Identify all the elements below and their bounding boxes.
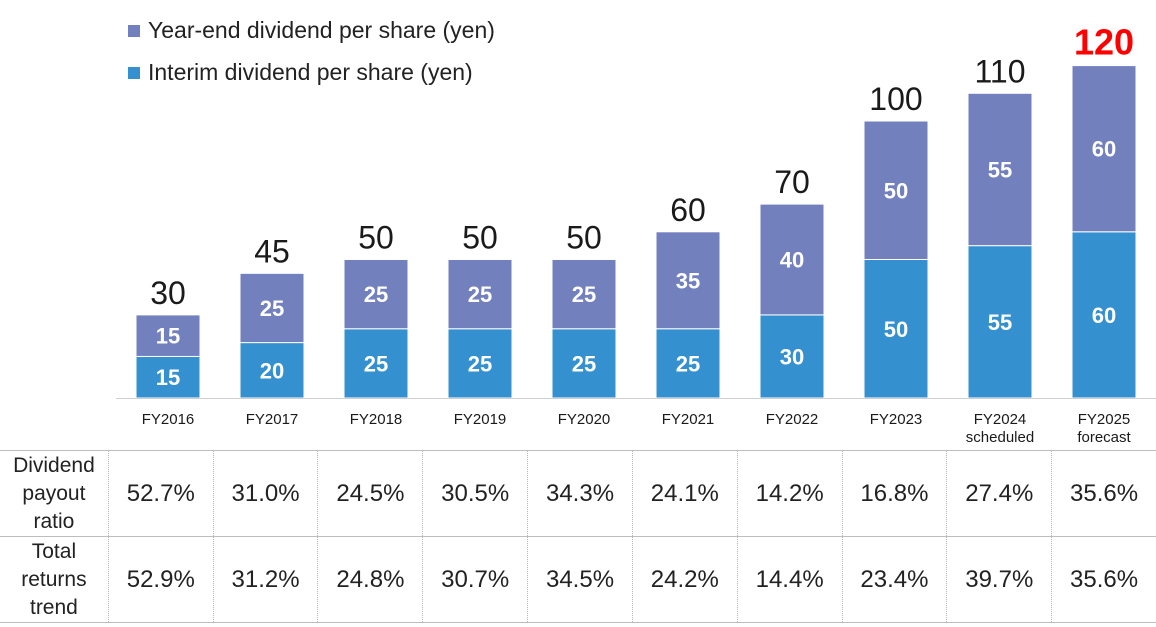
data-label-year-end: 25: [468, 282, 492, 307]
data-label-year-end: 35: [676, 268, 700, 293]
data-label-interim: 55: [988, 310, 1012, 335]
legend-year-end: Year-end dividend per share (yen): [128, 17, 495, 44]
bar-year-end: [135, 314, 201, 357]
legend-interim: Interim dividend per share (yen): [128, 59, 473, 86]
bar-interim: [1071, 231, 1137, 399]
x-tick-label: FY2020: [558, 411, 611, 428]
table-cell: 34.5%: [527, 536, 633, 623]
total-label: 120: [1074, 22, 1134, 63]
data-label-interim: 25: [676, 351, 700, 376]
table-row-total-returns: Total returns trend 52.9% 31.2% 24.8% 30…: [0, 536, 1156, 623]
table-cell: 24.2%: [631, 536, 738, 623]
total-label: 50: [566, 220, 602, 256]
data-label-year-end: 25: [364, 282, 388, 307]
bar-interim: [135, 355, 201, 399]
x-tick-label: FY2023: [870, 411, 923, 428]
data-label-interim: 15: [156, 365, 180, 390]
data-label-year-end: 50: [884, 178, 908, 203]
table-cell: 31.2%: [212, 536, 318, 623]
data-label-interim: 60: [1092, 303, 1116, 328]
bar-year-end: [1071, 65, 1137, 233]
bar-year-end: [447, 259, 513, 330]
bar-year-end: [655, 231, 721, 330]
bar-year-end: [551, 259, 617, 330]
data-label-year-end: 25: [572, 282, 596, 307]
table-cell: 14.4%: [736, 536, 843, 623]
x-tick-label: FY2016: [142, 411, 195, 428]
total-label: 110: [974, 53, 1025, 89]
data-label-interim: 50: [884, 317, 908, 342]
table-cell: 34.3%: [527, 450, 633, 537]
x-tick-label: scheduled: [966, 429, 1034, 446]
total-label: 70: [774, 164, 810, 200]
table-cell: 30.5%: [422, 450, 528, 537]
legend-label-interim: Interim dividend per share (yen): [148, 59, 473, 85]
table-row-payout-ratio: Dividend payout ratio 52.7% 31.0% 24.5% …: [0, 450, 1156, 537]
data-label-interim: 30: [780, 344, 804, 369]
table-cell: 30.7%: [422, 536, 528, 623]
data-label-interim: 20: [260, 358, 284, 383]
dividend-bar-chart: 15 15 30 FY2016 20 25 45 FY2017 25 25 50 FY2018 25 25…: [116, 22, 1156, 446]
total-label: 45: [254, 233, 290, 269]
table-cell: 35.6%: [1051, 536, 1156, 623]
x-tick-label: FY2025: [1078, 411, 1131, 428]
table-cell: 52.7%: [107, 450, 214, 537]
bar-year-end: [967, 92, 1033, 247]
bar-interim: [551, 328, 617, 399]
x-tick-label: FY2017: [246, 411, 299, 428]
total-label: 100: [869, 81, 922, 117]
data-label-year-end: 55: [988, 157, 1012, 182]
table-cell: 52.9%: [107, 536, 214, 623]
table-cell: 24.5%: [317, 450, 423, 537]
x-tick-label: FY2022: [766, 411, 819, 428]
data-label-interim: 25: [468, 351, 492, 376]
bar-interim: [759, 314, 825, 399]
row-header-total-returns: Total returns trend: [0, 536, 109, 623]
table-cell: 31.0%: [212, 450, 318, 537]
table-cell: 16.8%: [841, 450, 947, 537]
x-tick-label: forecast: [1077, 429, 1131, 446]
bar-interim: [447, 328, 513, 399]
data-label-year-end: 15: [156, 324, 180, 349]
table-cell: 35.6%: [1051, 450, 1156, 537]
table-cell: 24.8%: [317, 536, 423, 623]
legend-swatch-interim: [128, 66, 140, 79]
bar-year-end: [239, 272, 305, 344]
total-label: 60: [670, 192, 706, 228]
x-tick-label: FY2018: [350, 411, 403, 428]
data-label-year-end: 60: [1092, 137, 1116, 162]
x-tick-label: FY2019: [454, 411, 507, 428]
total-label: 30: [150, 275, 186, 311]
legend-label-year-end: Year-end dividend per share (yen): [148, 17, 495, 43]
data-label-year-end: 40: [780, 248, 804, 273]
table-cell: 39.7%: [946, 536, 1052, 623]
bar-year-end: [343, 259, 409, 330]
data-label-interim: 25: [364, 351, 388, 376]
bar-year-end: [863, 120, 929, 260]
x-tick-label: FY2021: [662, 411, 715, 428]
bar-interim: [239, 342, 305, 399]
data-label-year-end: 25: [260, 296, 284, 321]
ratio-table: Dividend payout ratio 52.7% 31.0% 24.5% …: [0, 450, 1156, 623]
table-cell: 23.4%: [841, 536, 947, 623]
data-label-interim: 25: [572, 351, 596, 376]
row-header-payout-ratio: Dividend payout ratio: [0, 450, 109, 537]
x-tick-label: FY2024: [974, 411, 1027, 428]
table-cell: 24.1%: [631, 450, 738, 537]
bar-interim: [343, 328, 409, 399]
table-cell: 14.2%: [736, 450, 843, 537]
total-label: 50: [358, 220, 394, 256]
table-cell: 27.4%: [946, 450, 1052, 537]
legend-swatch-year-end: [128, 24, 140, 37]
total-label: 50: [462, 220, 498, 256]
bar-interim: [863, 259, 929, 399]
bar-year-end: [759, 203, 825, 316]
